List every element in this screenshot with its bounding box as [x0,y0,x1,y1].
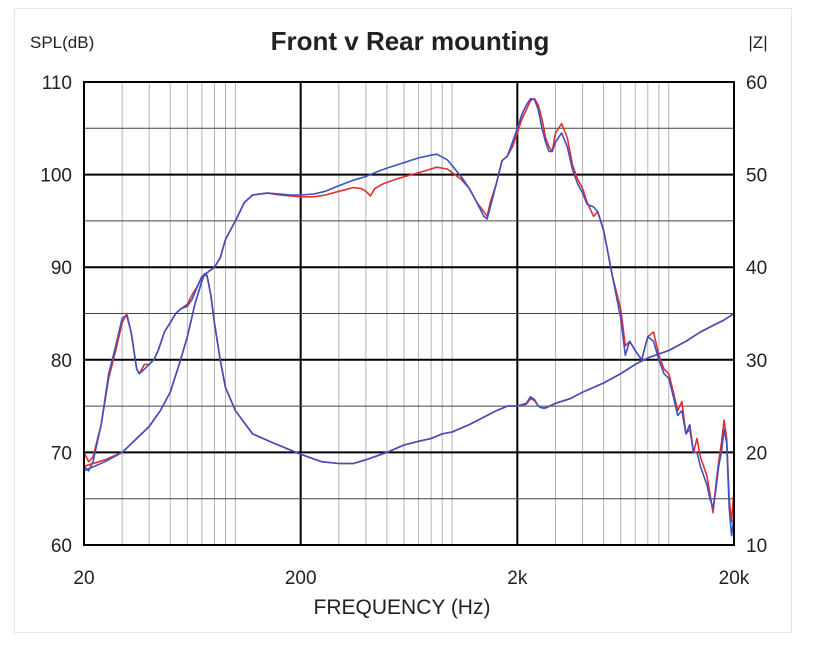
y-left-tick-label: 90 [51,258,72,279]
grid [84,82,734,545]
y-right-tick-label: 20 [746,443,767,464]
y-right-axis-label: |Z| [748,33,767,52]
y-left-tick-label: 60 [51,536,72,557]
y-right-tick-label: 40 [746,258,767,279]
tick-labels: 20 200 2k 20k 60 70 80 90 100 110 10 20 30 40 50 60 [40,73,767,589]
y-left-axis-label: SPL(dB) [30,33,94,52]
chart-frame [14,8,792,633]
y-right-tick-label: 30 [746,351,767,372]
chart-title: Front v Rear mounting [271,26,550,56]
y-right-tick-label: 60 [746,73,767,94]
spl-curve-blue [83,97,735,537]
y-left-tick-label: 100 [40,166,72,187]
impedance-curve-blue [83,272,735,472]
spl-curve-red [83,97,735,523]
y-left-tick-label: 80 [51,351,72,372]
impedance-curve-red [83,273,735,468]
x-tick-label: 2k [507,568,528,589]
series-group [83,97,735,537]
x-tick-label: 20k [719,568,750,589]
y-left-tick-label: 70 [51,443,72,464]
y-right-tick-label: 10 [746,536,767,557]
y-right-tick-label: 50 [746,166,767,187]
x-tick-label: 20 [73,568,94,589]
y-left-tick-label: 110 [42,73,72,94]
plot-border [83,81,735,546]
x-axis-label: FREQUENCY (Hz) [314,596,491,619]
x-tick-label: 200 [285,568,317,589]
